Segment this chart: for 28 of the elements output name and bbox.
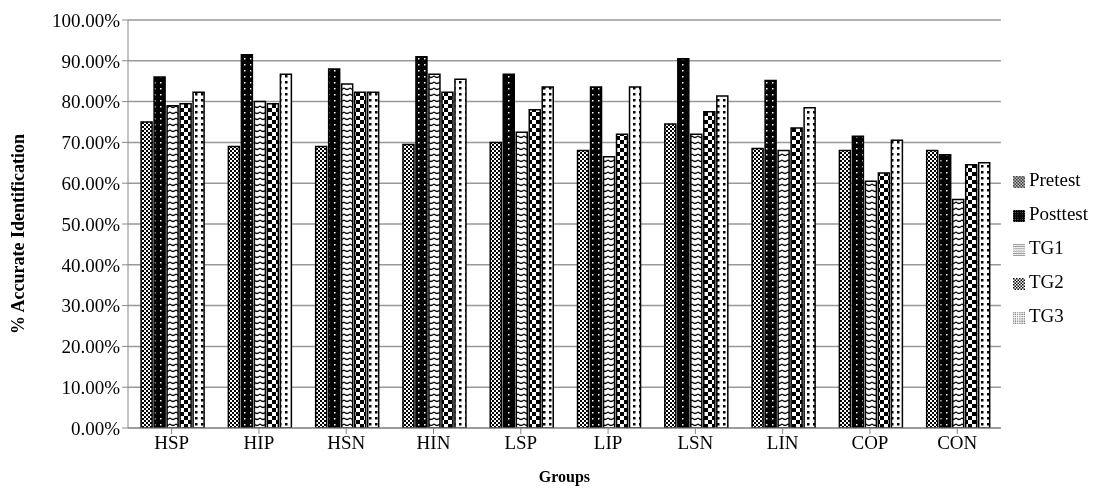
x-tick-label: LIN [766,432,799,454]
y-tick-label: 60.00% [61,172,121,194]
y-tick-label: 50.00% [61,213,121,235]
y-tick-label: 90.00% [61,50,121,72]
x-tick-label: HIP [243,432,275,454]
y-tick-label: 30.00% [61,295,121,317]
x-axis-title: Groups [538,468,591,486]
x-tick-label: CON [937,432,978,454]
x-tick-label: LIP [593,432,623,454]
x-tick-label: HIN [416,432,451,454]
y-tick-label: 70.00% [61,132,121,154]
y-tick-label: 80.00% [61,91,121,113]
y-tick-label: 20.00% [61,336,121,358]
x-tick-label: COP [851,432,889,454]
x-tick-label: LSP [504,432,538,454]
y-tick-label: 100.00% [51,9,121,31]
legend-label: TG2 [1028,271,1064,292]
legend-label: Posttest [1028,203,1088,224]
y-tick-label: 10.00% [61,376,121,398]
y-axis-title: % Accurate Identification [8,134,29,334]
y-tick-label: 0.00% [70,417,121,439]
legend-label: TG3 [1028,305,1064,326]
legend-label: TG1 [1028,237,1064,258]
x-tick-label: HSP [154,432,190,454]
y-tick-label: 40.00% [61,254,121,276]
x-tick-label: LSN [677,432,714,454]
legend-label: Pretest [1028,169,1081,190]
x-tick-label: HSN [327,432,366,454]
